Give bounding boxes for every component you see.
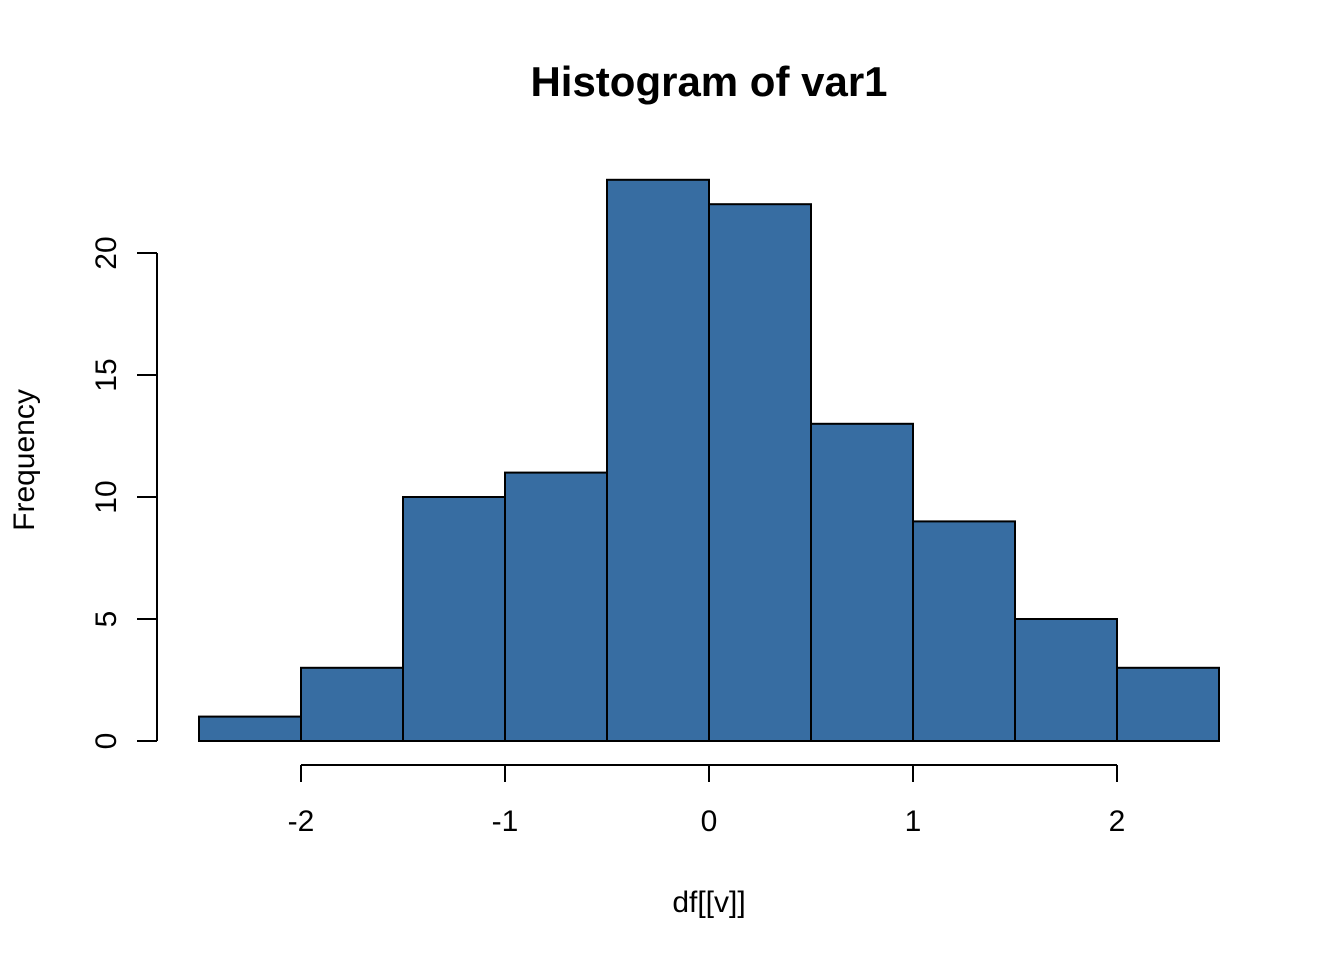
chart-title: Histogram of var1 xyxy=(530,58,887,105)
y-tick-label: 10 xyxy=(90,480,123,513)
y-tick-label: 20 xyxy=(90,236,123,269)
x-tick-label: 2 xyxy=(1109,805,1126,838)
histogram-bar xyxy=(402,496,506,742)
histogram-bar xyxy=(810,422,914,742)
x-tick-label: -1 xyxy=(492,805,519,838)
histogram-bar xyxy=(1014,618,1118,742)
histogram-bar xyxy=(912,520,1016,743)
histogram-bar xyxy=(198,715,302,742)
x-tick-label: 0 xyxy=(701,805,718,838)
x-axis-label: df[[v]] xyxy=(672,886,745,919)
histogram-bar xyxy=(1116,666,1220,742)
y-tick-label: 15 xyxy=(90,358,123,391)
x-tick-label: -2 xyxy=(288,805,315,838)
histogram-bar xyxy=(708,203,812,742)
histogram-bar xyxy=(504,471,608,742)
y-tick-label: 5 xyxy=(90,611,123,628)
y-tick-label: 0 xyxy=(90,733,123,750)
y-axis-label: Frequency xyxy=(8,389,41,531)
x-tick-label: 1 xyxy=(905,805,922,838)
histogram-bar xyxy=(606,178,710,743)
histogram-bar xyxy=(300,666,404,742)
